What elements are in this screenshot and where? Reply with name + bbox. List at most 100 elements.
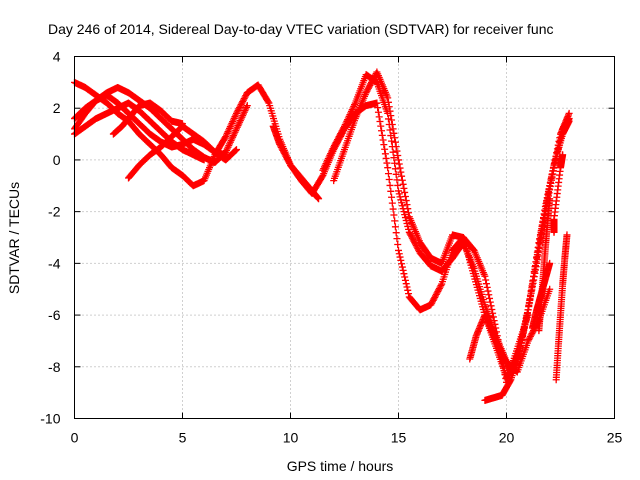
data-point [384,94,392,102]
series-track-9 [330,68,573,381]
x-axis-label: GPS time / hours [287,458,394,474]
data-point-trail [405,209,413,217]
y-tick-label: -8 [48,359,61,375]
data-point-trail [397,256,405,264]
data-point-trail [229,118,237,126]
data-point-trail [346,111,354,119]
data-point-trail [389,148,397,156]
data-point-trail [224,143,232,151]
series-track-6 [125,122,240,182]
data-point-trail [388,137,396,145]
data-point-trail [350,102,358,110]
axis-ticks [74,56,615,419]
tick-labels: 0 5 10 15 20 25 -10 -8 -6 -4 -2 0 2 4 [40,49,622,446]
data-point-trail [396,164,404,172]
series-track-15 [550,151,567,236]
data-point-trail [327,148,335,156]
data-point-trail [399,180,407,188]
data-point-trail [395,250,403,258]
data-point-trail [388,120,396,128]
data-point-trail [395,160,403,168]
data-point-trail [344,114,352,122]
y-tick-label: 4 [53,49,61,65]
data-point-trail [347,109,355,117]
data-point-trail [236,117,244,125]
data-point-trail [484,287,492,295]
data-point-trail [328,146,336,154]
data-point-trail [228,135,236,143]
data-point [559,151,567,159]
data-point-trail [482,276,490,284]
data-point-trail [232,146,240,154]
grid [74,56,615,419]
data-point-trail [394,151,402,159]
data-point-trail [387,112,395,120]
data-point [233,125,240,133]
data-point-trail [324,156,332,164]
data-point-trail [482,280,490,288]
data-point-trail [393,147,401,155]
data-point [395,246,402,254]
data-point [319,166,327,174]
data-point-trail [235,120,243,128]
data-point-trail [239,110,247,118]
data-point-trail [381,145,389,153]
x-tick-label: 5 [179,430,187,446]
data-point-trail [384,170,392,178]
data-point-trail [326,151,334,159]
data-point-trail [223,129,231,137]
data-point-trail [390,129,398,137]
plot-frame [74,56,615,419]
data-point [243,102,251,110]
data-point [341,122,348,130]
data-point-trail [320,163,328,171]
data-point-trail [222,147,230,155]
data-point-trail [487,302,495,310]
data-point-trail [320,165,328,173]
data-point-trail [394,181,402,189]
data-point-trail [347,107,355,115]
data-point-trail [344,116,352,124]
data-point-trail [233,123,241,131]
data-point-trail [387,187,395,195]
data-point-trail [238,113,246,121]
data-point-trail [381,150,389,158]
data-point-trail [323,158,331,166]
y-axis-label: SDTVAR / TECUs [6,182,22,294]
data-point-trail [392,229,400,237]
data-point-trail [231,147,239,155]
data-point-trail [385,103,393,111]
data-point-trail [396,253,404,261]
data-point-trail [264,98,272,106]
data-point-trail [229,116,237,124]
data-point-trail [341,121,349,129]
y-tick-label: -10 [40,411,60,427]
data-point-trail [232,127,240,135]
data-point-trail [230,130,238,138]
data-point-trail [391,223,399,231]
x-tick-label: 15 [391,430,407,446]
data-point [563,231,571,239]
data-point-trail [394,241,402,249]
series-track-5 [109,99,186,138]
data-point-trail [243,103,251,111]
data-point-trail [404,205,412,213]
data-point-trail [345,112,353,120]
data-point-trail [226,124,234,132]
data-point-trail [351,101,359,109]
data-point-trail [241,107,249,115]
data-point-trail [340,124,348,132]
data-point-trail [380,141,388,149]
data-point [565,117,573,125]
data-point-trail [386,181,394,189]
data-point-trail [236,118,244,126]
data-point-trail [390,154,398,162]
data-point-trail [489,313,497,321]
data-point-trail [348,106,356,114]
data-point-trail [400,184,408,192]
data-point-trail [222,131,230,139]
data-point-trail [232,111,240,119]
data-point-trail [374,104,382,112]
chart-title: Day 246 of 2014, Sidereal Day-to-day VTE… [48,21,554,37]
